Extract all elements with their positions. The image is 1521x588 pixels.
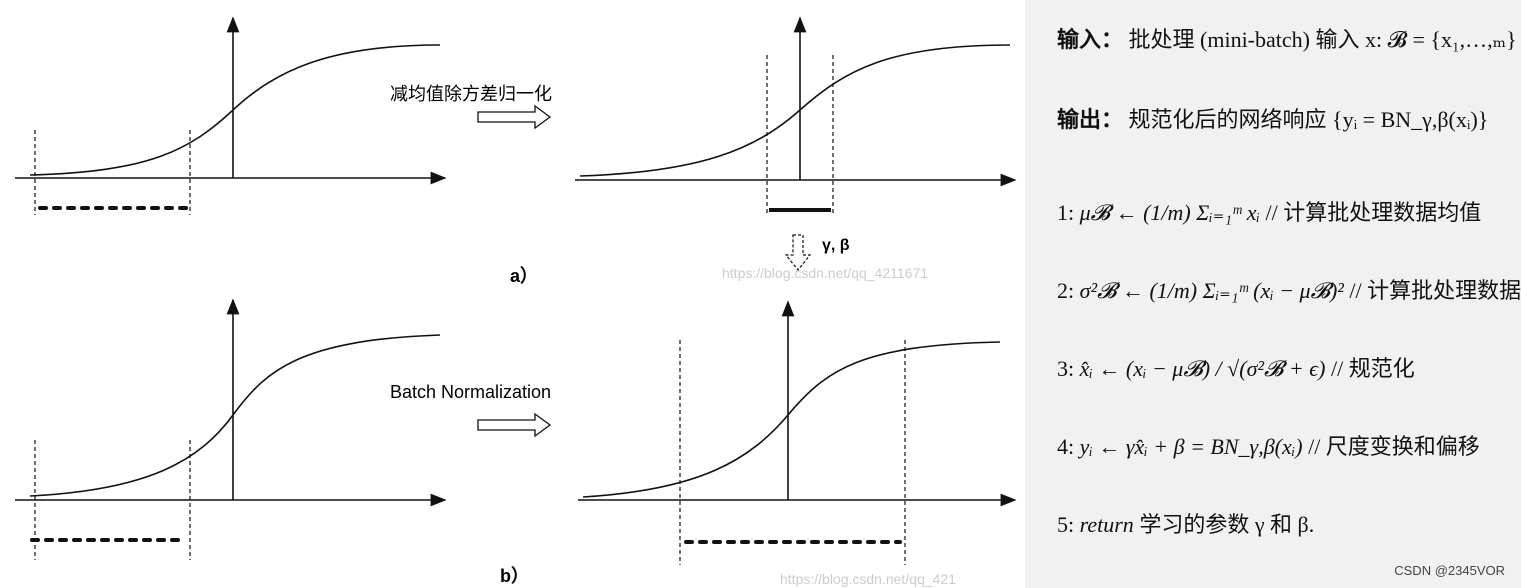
curve	[579, 44, 1011, 177]
arrow	[477, 412, 552, 438]
label: Batch Normalization	[390, 382, 551, 402]
arrow	[477, 104, 552, 130]
step-comment: // 计算批处理数据方差	[1349, 278, 1521, 303]
step: 2: σ²𝓑 ← (1/m) Σᵢ₌₁ᵐ (xᵢ − μ𝓑)² // 计算批处理…	[1057, 273, 1521, 305]
output-label: 输出：	[1057, 108, 1124, 133]
curve	[582, 341, 1001, 498]
step: 5: return 学习的参数 γ 和 β.	[1057, 507, 1314, 539]
curve	[29, 44, 441, 176]
step-comment: // 尺度变换和偏移	[1308, 434, 1480, 459]
step-math: σ²𝓑 ← (1/m) Σᵢ₌₁ᵐ (xᵢ − μ𝓑)²	[1079, 278, 1344, 303]
step-math: μ𝓑 ← (1/m) Σᵢ₌₁ᵐ xᵢ	[1079, 200, 1260, 225]
diagram: 减均值除方差归一化 γ, β a） https://blog.csdn.net/…	[15, 16, 1017, 587]
algorithm-panel: 输入： 批处理 (mini-batch) 输入 x: 𝓑 = {x₁,…,ₘ} …	[1025, 0, 1521, 588]
caption: b）	[500, 566, 529, 586]
step-num: 1:	[1057, 200, 1075, 225]
output-text: 规范化后的网络响应 {yᵢ = BN_γ,β(xᵢ)}	[1128, 107, 1489, 132]
step-num: 4:	[1057, 434, 1075, 459]
label: 减均值除方差归一化	[390, 84, 552, 104]
step-num: 5:	[1057, 512, 1075, 537]
step-math: yᵢ ← γx̂ᵢ + β = BN_γ,β(xᵢ)	[1079, 434, 1303, 459]
watermark: https://blog.csdn.net/qq_4211671	[722, 265, 928, 281]
credit: CSDN @2345VOR	[1394, 563, 1505, 578]
step: 1: μ𝓑 ← (1/m) Σᵢ₌₁ᵐ xᵢ // 计算批处理数据均值	[1057, 195, 1481, 227]
input-label: 输入：	[1057, 28, 1124, 53]
step-math: return	[1079, 512, 1134, 537]
step: 3: x̂ᵢ ← (xᵢ − μ𝓑) / √(σ²𝓑 + ϵ) // 规范化	[1057, 351, 1415, 383]
step: 4: yᵢ ← γx̂ᵢ + β = BN_γ,β(xᵢ) // 尺度变换和偏移	[1057, 429, 1480, 461]
input-row: 输入： 批处理 (mini-batch) 输入 x: 𝓑 = {x₁,…,ₘ}	[1057, 22, 1517, 54]
step-comment: // 规范化	[1330, 356, 1415, 381]
step-math: x̂ᵢ ← (xᵢ − μ𝓑) / √(σ²𝓑 + ϵ)	[1079, 356, 1326, 381]
label: γ, β	[822, 237, 850, 254]
curve	[29, 334, 441, 497]
step-comment: // 计算批处理数据均值	[1265, 200, 1482, 225]
caption: a）	[510, 266, 538, 286]
output-row: 输出： 规范化后的网络响应 {yᵢ = BN_γ,β(xᵢ)}	[1057, 102, 1488, 134]
watermark: https://blog.csdn.net/qq_421	[780, 571, 956, 587]
arrow	[784, 234, 812, 271]
step-num: 2:	[1057, 278, 1075, 303]
step-comment: 学习的参数 γ 和 β.	[1139, 512, 1315, 537]
step-num: 3:	[1057, 356, 1075, 381]
input-text: 批处理 (mini-batch) 输入 x: 𝓑 = {x₁,…,ₘ}	[1128, 27, 1517, 52]
